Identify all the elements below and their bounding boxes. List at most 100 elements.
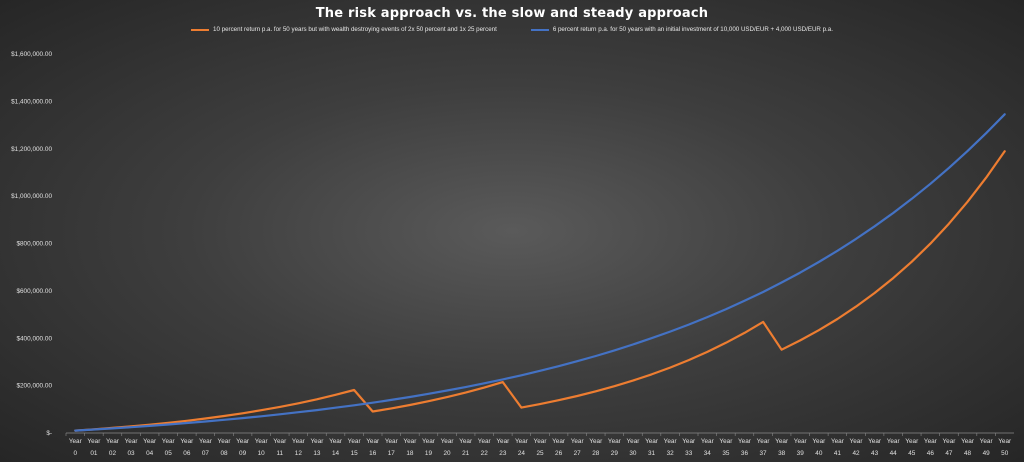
x-tick-label: Year <box>887 438 901 445</box>
x-tick-label: Year <box>310 438 324 445</box>
x-tick-label: Year <box>571 438 585 445</box>
x-tick-label: Year <box>942 438 956 445</box>
x-tick-label: 09 <box>239 450 247 457</box>
x-tick-label: Year <box>125 438 139 445</box>
y-tick-label: $400,000.00 <box>16 335 52 342</box>
x-tick-label: 29 <box>611 450 619 457</box>
x-tick-label: Year <box>961 438 975 445</box>
x-tick-label: Year <box>496 438 510 445</box>
series-line-risk <box>74 150 1006 432</box>
x-tick-label: 48 <box>964 450 972 457</box>
x-tick-label: 35 <box>722 450 730 457</box>
x-tick-label: 26 <box>555 450 563 457</box>
x-tick-label: 08 <box>220 450 228 457</box>
x-tick-label: Year <box>608 438 622 445</box>
x-tick-label: 37 <box>760 450 768 457</box>
x-tick-label: Year <box>775 438 789 445</box>
x-tick-label: 40 <box>815 450 823 457</box>
x-tick-label: Year <box>236 438 250 445</box>
x-tick-label: 02 <box>109 450 117 457</box>
x-tick-label: 50 <box>1001 450 1009 457</box>
x-tick-label: 46 <box>927 450 935 457</box>
x-tick-label: 32 <box>667 450 675 457</box>
x-tick-label: Year <box>273 438 287 445</box>
x-tick-label: 14 <box>332 450 340 457</box>
x-tick-label: 36 <box>741 450 749 457</box>
x-tick-label: 05 <box>165 450 173 457</box>
x-tick-label: Year <box>478 438 492 445</box>
x-tick-label: 49 <box>983 450 991 457</box>
x-tick-label: 21 <box>462 450 470 457</box>
x-tick-label: Year <box>218 438 232 445</box>
series-line-steady <box>74 113 1006 432</box>
x-tick-label: Year <box>812 438 826 445</box>
x-tick-label: Year <box>905 438 919 445</box>
x-tick-label: Year <box>348 438 362 445</box>
x-tick-label: 41 <box>834 450 842 457</box>
x-tick-label: 07 <box>202 450 210 457</box>
chart-title: The risk approach vs. the slow and stead… <box>315 6 709 21</box>
x-tick-label: 11 <box>276 450 283 457</box>
x-tick-label: 45 <box>908 450 916 457</box>
x-tick-label: Year <box>794 438 808 445</box>
x-tick-label: Year <box>924 438 938 445</box>
x-tick-label: Year <box>143 438 157 445</box>
x-tick-label: Year <box>850 438 864 445</box>
x-tick-label: Year <box>868 438 882 445</box>
x-tick-label: Year <box>459 438 473 445</box>
x-tick-label: 43 <box>871 450 879 457</box>
x-tick-label: Year <box>998 438 1012 445</box>
x-tick-label: 03 <box>128 450 136 457</box>
x-tick-label: 17 <box>388 450 396 457</box>
y-tick-label: $1,600,000.00 <box>11 51 52 58</box>
x-tick-label: 22 <box>481 450 489 457</box>
x-tick-label: 27 <box>574 450 582 457</box>
x-tick-label: Year <box>180 438 194 445</box>
x-tick-label: Year <box>292 438 306 445</box>
x-tick-label: Year <box>626 438 640 445</box>
legend-label-risk: 10 percent return p.a. for 50 years but … <box>213 26 497 33</box>
legend-label-steady: 6 percent return p.a. for 50 years with … <box>552 26 833 33</box>
x-tick-label: 28 <box>592 450 600 457</box>
x-tick-label: 13 <box>313 450 321 457</box>
x-tick-label: Year <box>980 438 994 445</box>
x-tick-label: Year <box>719 438 733 445</box>
x-tick-label: Year <box>757 438 771 445</box>
x-tick-label: Year <box>162 438 176 445</box>
legend-swatch-risk <box>191 28 210 31</box>
x-tick-label: Year <box>422 438 436 445</box>
x-tick-label: Year <box>664 438 678 445</box>
x-tick-label: 06 <box>183 450 191 457</box>
x-tick-label: 38 <box>778 450 786 457</box>
y-tick-label: $1,200,000.00 <box>11 146 52 153</box>
x-tick-label: Year <box>831 438 845 445</box>
x-tick-label: 19 <box>425 450 433 457</box>
x-tick-label: Year <box>515 438 529 445</box>
legend-item-steady: 6 percent return p.a. for 50 years with … <box>530 26 833 33</box>
x-tick-label: Year <box>403 438 417 445</box>
x-tick-label: Year <box>589 438 603 445</box>
legend-swatch-steady <box>530 28 549 31</box>
x-tick-label: Year <box>738 438 752 445</box>
x-tick-label: 01 <box>90 450 98 457</box>
x-tick-label: 15 <box>351 450 359 457</box>
x-tick-label: 20 <box>444 450 452 457</box>
x-tick-label: Year <box>701 438 715 445</box>
x-tick-label: 42 <box>852 450 860 457</box>
x-tick-label: Year <box>255 438 269 445</box>
x-tick-label: 10 <box>258 450 266 457</box>
x-tick-label: 23 <box>499 450 507 457</box>
x-tick-label: Year <box>69 438 83 445</box>
x-tick-label: 0 <box>74 450 78 457</box>
x-tick-label: 24 <box>518 450 526 457</box>
x-tick-label: 25 <box>536 450 544 457</box>
y-tick-label: $1,400,000.00 <box>11 98 52 105</box>
y-tick-label: $600,000.00 <box>16 288 52 295</box>
x-tick-label: 44 <box>890 450 898 457</box>
x-tick-label: Year <box>441 438 455 445</box>
x-tick-label: Year <box>385 438 399 445</box>
x-tick-label: Year <box>682 438 696 445</box>
legend: 10 percent return p.a. for 50 years but … <box>0 26 1024 33</box>
x-tick-label: Year <box>552 438 566 445</box>
